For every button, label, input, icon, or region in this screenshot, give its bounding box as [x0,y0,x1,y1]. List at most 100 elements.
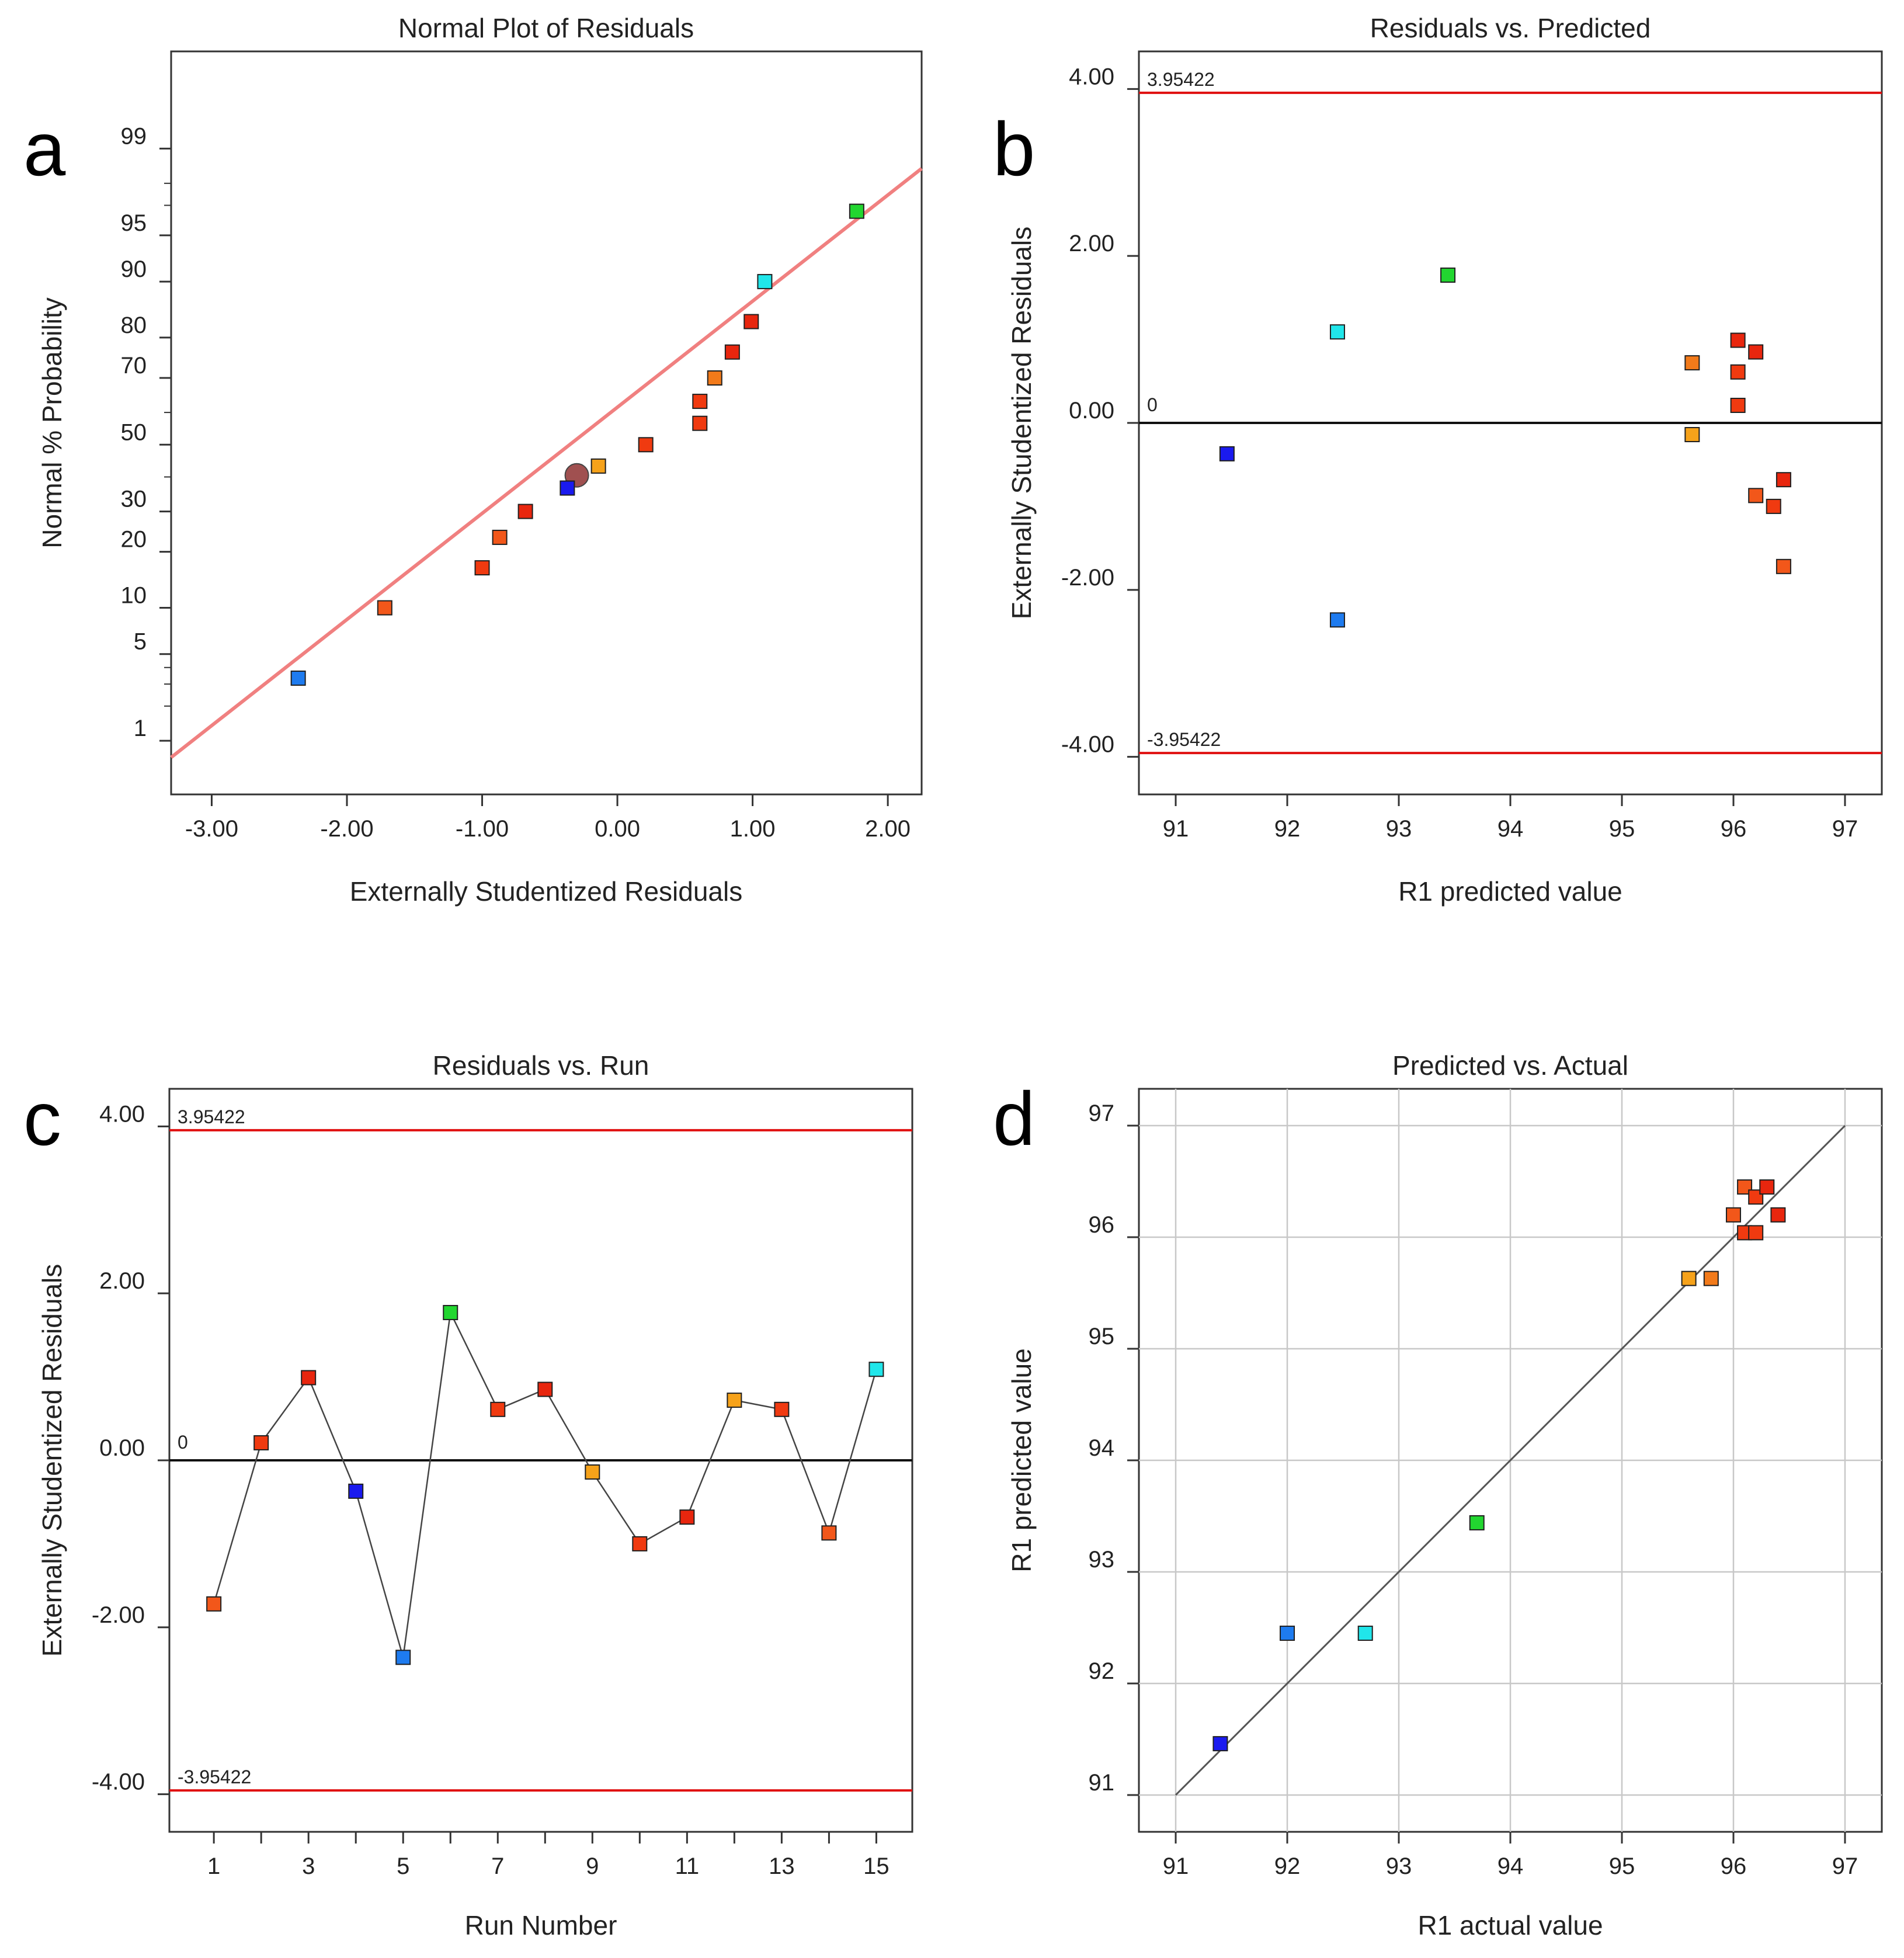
residuals-vs-run-panel: Residuals vs. Run Run Number Externally … [37,1050,913,1940]
data-point [679,1509,695,1525]
panel-letter-c: c [23,1076,61,1161]
data-point [1748,488,1764,504]
x-tick-label: -3.00 [185,816,238,842]
data-point [1212,1736,1228,1752]
data-point [774,1401,790,1417]
y-tick-label: 0.00 [1069,398,1114,423]
data-point [1759,1179,1775,1195]
data-point [1280,1626,1295,1641]
x-tick-label: 1.00 [730,816,776,842]
x-axis-ticks: -3.00 -2.00 -1.00 0.00 1.00 2.00 [185,794,911,842]
y-tick-label: 94 [1089,1435,1115,1461]
data-point [1681,1270,1697,1286]
chart-title: Residuals vs. Predicted [1370,13,1651,43]
chart-title: Predicted vs. Actual [1392,1050,1628,1081]
x-tick-label: 0.00 [595,816,640,842]
y-tick-label: 4.00 [1069,64,1114,89]
data-point [585,1464,600,1480]
data-point [1703,1270,1719,1286]
x-tick-label: 97 [1832,1853,1858,1879]
data-point [206,1596,222,1612]
y-tick-label: -4.00 [92,1769,145,1795]
diagonal-line [1175,1124,1846,1796]
data-point [290,670,306,686]
data-point [443,1305,458,1321]
x-tick-label: -2.00 [320,816,373,842]
data-point [1730,364,1746,380]
x-axis-label: Run Number [465,1910,617,1940]
lower-limit-label: -3.95422 [1147,729,1221,750]
y-axis-label: Externally Studentized Residuals [37,1264,67,1657]
x-tick-label: 9 [586,1853,599,1879]
data-point [474,560,490,576]
chart-title: Residuals vs. Run [433,1050,649,1081]
data-point [517,504,533,519]
x-tick-label: 94 [1498,1853,1524,1879]
y-tick-label: 90 [121,256,147,282]
data-point [492,529,508,545]
x-tick-label: 15 [863,1853,890,1879]
panel-letter-b: b [993,106,1035,192]
x-tick-label: 97 [1832,816,1858,842]
data-point [743,314,759,329]
data-point [490,1401,506,1417]
x-tick-label: 96 [1721,816,1747,842]
predicted-vs-actual-panel: Predicted vs. Actual R1 actual value R1 … [1006,1050,1883,1940]
x-tick-label: 92 [1274,816,1301,842]
fit-line [170,167,923,759]
data-point [1766,498,1781,514]
x-tick-label: 91 [1163,816,1189,842]
data-point [1748,1225,1764,1241]
plot-frame [170,50,923,796]
data-point [821,1525,837,1541]
x-axis-label: Externally Studentized Residuals [350,876,742,907]
x-axis-ticks: 91 92 93 94 95 96 97 [1163,794,1858,842]
x-tick-label: 3 [302,1853,315,1879]
data-point [1469,1515,1485,1530]
data-point [1357,1626,1373,1641]
plot-marks [1139,1089,1882,1832]
zero-label: 0 [178,1432,188,1453]
x-tick-label: 5 [397,1853,409,1879]
data-point [692,415,708,431]
y-tick-label: 95 [1089,1324,1115,1349]
y-tick-label: 99 [121,123,147,149]
upper-limit-label: 3.95422 [1147,69,1215,90]
y-tick-label: 97 [1089,1100,1115,1126]
x-tick-label: -1.00 [456,816,509,842]
data-point [707,370,722,386]
y-tick-label: 30 [121,487,147,512]
data-point [1329,324,1345,340]
data-point [1730,397,1746,413]
y-axis-label: Externally Studentized Residuals [1006,227,1037,619]
y-tick-label: 5 [134,629,147,655]
x-tick-label: 2.00 [865,816,911,842]
y-tick-label: -2.00 [1061,565,1114,591]
data-point [1684,427,1700,443]
x-tick-label: 13 [769,1853,795,1879]
panel-letter-a: a [23,106,66,192]
data-point [1440,268,1456,283]
data-point [590,458,606,474]
data-point [1730,332,1746,348]
plot-marks [170,167,923,759]
data-point [724,344,740,360]
data-point [692,394,708,409]
y-axis-label: Normal % Probability [37,297,67,548]
data-point [1725,1207,1741,1223]
y-tick-label: 96 [1089,1212,1115,1238]
y-tick-label: 80 [121,313,147,338]
y-tick-label: 1 [134,716,147,741]
data-point [757,274,773,290]
data-point [301,1370,317,1386]
data-point [348,1483,364,1499]
data-point [537,1381,553,1397]
data-point [849,203,864,219]
x-tick-label: 95 [1609,1853,1635,1879]
lower-limit-label: -3.95422 [178,1766,251,1787]
data-point [868,1362,884,1377]
x-axis-label: R1 predicted value [1398,876,1622,907]
y-axis-ticks: 91 92 93 94 95 96 97 [1089,1100,1139,1796]
y-tick-label: 2.00 [99,1268,145,1294]
